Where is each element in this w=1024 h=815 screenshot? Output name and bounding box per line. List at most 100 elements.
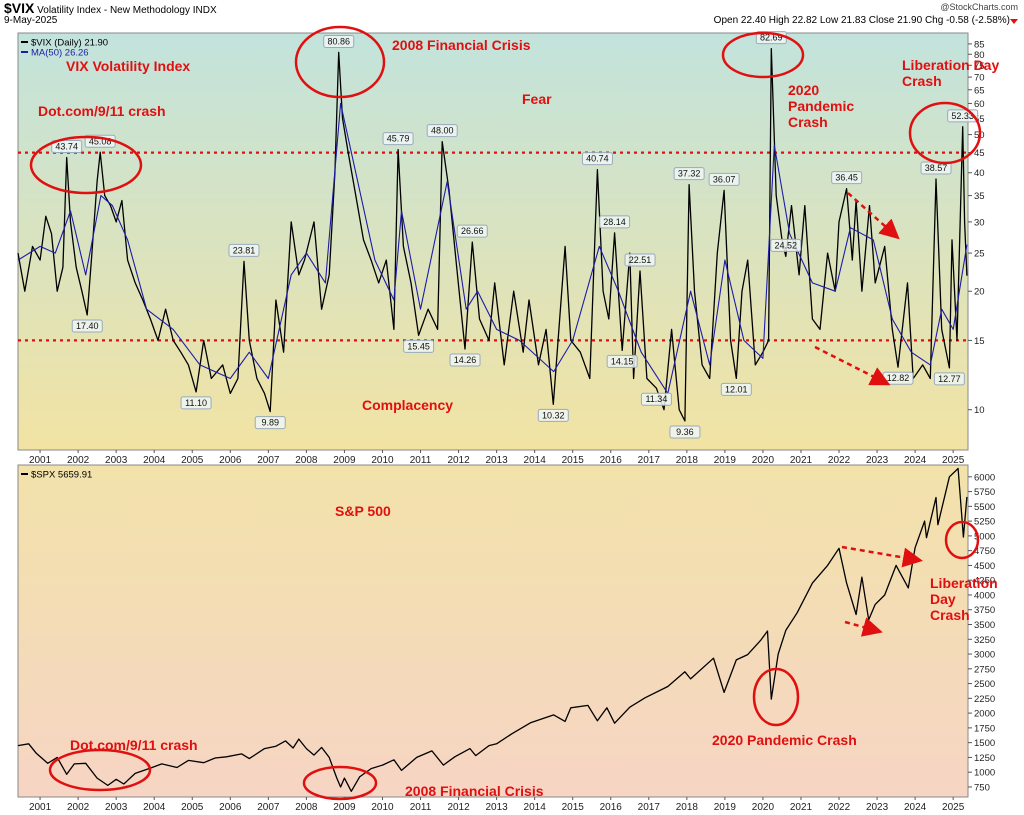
x-tick-label: 2012 — [447, 802, 470, 813]
callout-label: 14.15 — [611, 356, 634, 366]
x-tick-label: 2013 — [485, 455, 508, 466]
title: $VIX Volatility Index - New Methodology … — [4, 0, 217, 16]
callout-label: 24.52 — [774, 240, 797, 250]
y-tick-label: 6000 — [974, 472, 995, 483]
callout-box — [449, 353, 481, 367]
annotation: Liberation Day Crash — [930, 575, 998, 623]
y-tick-label: 4500 — [974, 561, 995, 572]
arrow — [814, 345, 891, 386]
y-tick-label: 5000 — [974, 531, 995, 542]
circle — [302, 765, 378, 801]
x-tick-label: 2008 — [295, 802, 318, 813]
annotation: 2008 Financial Crisis — [392, 37, 531, 53]
arrow — [844, 617, 883, 637]
x-tick-label: 2015 — [562, 455, 585, 466]
panel-spx — [17, 464, 969, 798]
callout-label: 9.36 — [676, 427, 694, 437]
annotation: Dot.com/9/11 crash — [70, 737, 198, 753]
y-tick-label: 80 — [974, 50, 985, 61]
x-tick-label: 2017 — [638, 455, 661, 466]
x-tick-label: 2008 — [295, 455, 318, 466]
x-tick-label: 2007 — [257, 455, 280, 466]
y-tick-label: 1250 — [974, 753, 995, 764]
callout-box — [624, 253, 656, 267]
x-tick-label: 2006 — [219, 802, 242, 813]
series-line — [17, 467, 968, 792]
callout-box — [426, 124, 458, 138]
annotation: Fear — [522, 91, 552, 107]
callout-label: 15.45 — [407, 341, 430, 351]
circle — [48, 748, 152, 792]
y-tick-label: 45 — [974, 148, 985, 159]
y-tick-label: 750 — [974, 782, 990, 793]
x-tick-label: 2004 — [143, 802, 166, 813]
callout-box — [537, 408, 569, 422]
y-tick-label: 3000 — [974, 650, 995, 661]
x-tick-label: 2003 — [105, 802, 128, 813]
callout-box — [720, 382, 752, 396]
x-tick-label: 2022 — [828, 455, 851, 466]
x-tick-label: 2021 — [790, 802, 813, 813]
x-tick-label: 2012 — [447, 455, 470, 466]
callout-box — [51, 139, 83, 153]
x-tick-label: 2018 — [676, 455, 699, 466]
y-tick-label: 35 — [974, 191, 985, 202]
annotation: Complacency — [362, 397, 454, 413]
callout-box — [228, 243, 260, 257]
change: Chg -0.58 (-2.58%) — [924, 15, 1010, 26]
legend-label: MA(50) 26.26 — [31, 48, 89, 59]
y-tick-label: 75 — [974, 61, 985, 72]
y-tick-label: 70 — [974, 73, 985, 84]
x-tick-label: 2005 — [181, 802, 204, 813]
callout-label: 28.14 — [603, 217, 626, 227]
callout-box — [456, 224, 488, 238]
annotation: Dot.com/9/11 crash — [38, 103, 166, 119]
y-tick-label: 1000 — [974, 768, 995, 779]
highlight-circles — [29, 25, 982, 801]
x-tick-label: 2022 — [828, 802, 851, 813]
date: 9-May-2025 — [4, 15, 58, 26]
x-tick-label: 2023 — [866, 802, 889, 813]
legend-label: $SPX 5659.91 — [31, 470, 92, 481]
y-tick-label: 5250 — [974, 517, 995, 528]
annotation: S&P 500 — [335, 503, 391, 519]
callout-box — [669, 425, 701, 439]
callout-box — [640, 392, 672, 406]
y-tick-label: 65 — [974, 85, 985, 96]
x-tick-label: 2019 — [714, 455, 737, 466]
callout-label: 45.79 — [387, 134, 410, 144]
callout-label: 40.74 — [586, 154, 609, 164]
y-tick-label: 3750 — [974, 605, 995, 616]
callout-label: 52.33 — [951, 111, 974, 121]
x-tick-label: 2014 — [524, 802, 547, 813]
y-tick-label: 55 — [974, 114, 985, 125]
x-tick-label: 2018 — [676, 802, 699, 813]
callout-label: 45.08 — [89, 136, 112, 146]
circle — [752, 667, 800, 727]
x-tick-label: 2009 — [333, 802, 356, 813]
x-tick-label: 2003 — [105, 455, 128, 466]
x-tick-label: 2025 — [942, 455, 965, 466]
y-tick-label: 10 — [974, 405, 985, 416]
x-tick-label: 2010 — [371, 802, 394, 813]
x-tick-label: 2010 — [371, 455, 394, 466]
y-tick-label: 30 — [974, 217, 985, 228]
annotation: 2008 Financial Crisis — [405, 783, 544, 799]
x-tick-label: 2024 — [904, 802, 927, 813]
callout-box — [599, 215, 631, 229]
y-tick-label: 1500 — [974, 738, 995, 749]
y-tick-label: 4250 — [974, 576, 995, 587]
x-tick-label: 2020 — [752, 455, 775, 466]
callout-label: 36.45 — [835, 173, 858, 183]
callout-label: 38.57 — [925, 163, 948, 173]
circle — [908, 101, 982, 165]
callout-label: 10.32 — [542, 410, 565, 420]
y-tick-label: 5500 — [974, 502, 995, 513]
callout-box — [323, 34, 355, 48]
arrow — [841, 545, 923, 568]
callout-label: 48.00 — [431, 126, 454, 136]
legend-label: $VIX (Daily) 21.90 — [31, 38, 108, 49]
callout-box — [403, 339, 435, 353]
